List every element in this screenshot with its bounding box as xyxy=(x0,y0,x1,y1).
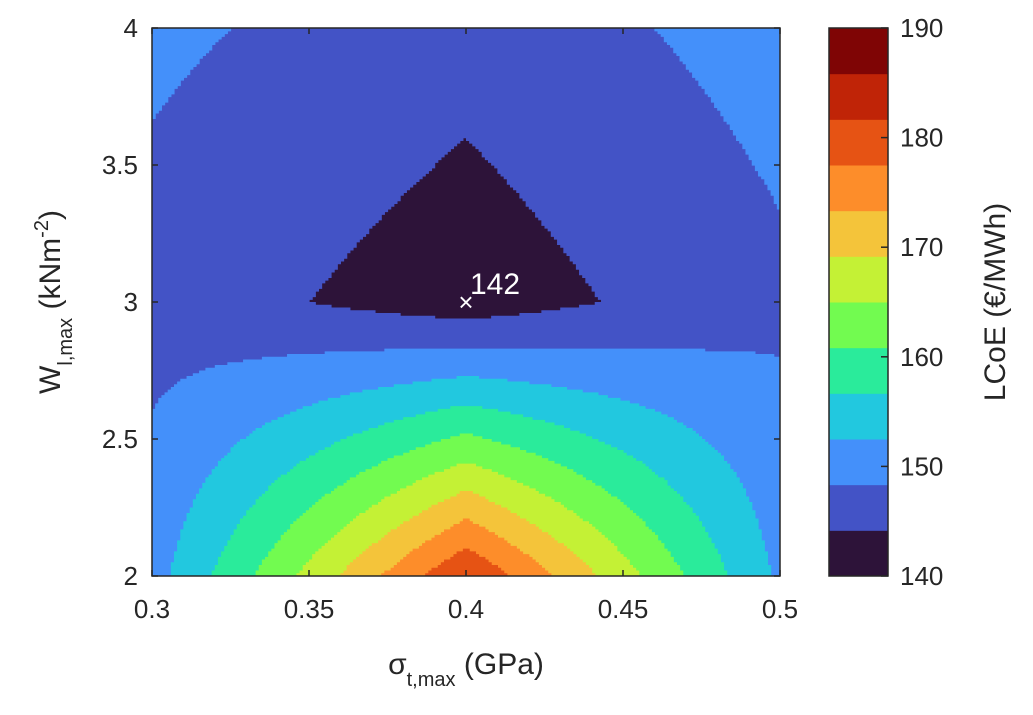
colorbar xyxy=(829,28,888,577)
colorbar-swatch xyxy=(829,439,888,486)
contour-band-165-170 xyxy=(255,433,684,576)
colorbar-swatch xyxy=(829,347,888,394)
y-tick-label: 3.5 xyxy=(102,150,138,180)
colorbar-label: LCoE (€/MWh) xyxy=(979,203,1012,401)
colorbar-swatch xyxy=(829,256,888,303)
y-tick-label: 2 xyxy=(124,561,138,591)
colorbar-tick-label: 160 xyxy=(900,342,943,372)
contour-band-175-180 xyxy=(340,491,596,576)
colorbar-tick-label: 170 xyxy=(900,232,943,262)
colorbar-swatch xyxy=(829,119,888,166)
contour-band-155-160 xyxy=(170,375,772,576)
contour-band-140-145 xyxy=(309,137,602,320)
contour-band-150-155 xyxy=(152,28,780,576)
marker-x-symbol: × xyxy=(458,287,473,317)
x-axis-label: σt,max (GPa) xyxy=(388,648,544,691)
colorbar-tick-label: 150 xyxy=(900,451,943,481)
marker-value-label: 142 xyxy=(470,268,520,301)
colorbar-swatch xyxy=(829,28,888,75)
y-tick-label: 3 xyxy=(124,287,138,317)
colorbar-tick-label: 180 xyxy=(900,123,943,153)
x-tick-label: 0.3 xyxy=(134,594,170,624)
x-axis-ticks: 0.3 0.35 0.4 0.45 0.5 xyxy=(134,28,798,624)
contour-band-185-190 xyxy=(425,548,508,576)
contour-fills xyxy=(152,28,780,576)
x-tick-label: 0.35 xyxy=(284,594,335,624)
contour-band-145-150 xyxy=(152,28,780,410)
y-tick-label: 2.5 xyxy=(102,424,138,454)
contour-band-160-165 xyxy=(211,406,728,576)
colorbar-ticks: 140 150 160 170 180 190 xyxy=(881,13,943,591)
colorbar-frame xyxy=(828,27,889,577)
colorbar-swatch xyxy=(829,302,888,349)
colorbar-swatch xyxy=(829,165,888,212)
colorbar-swatch xyxy=(829,393,888,440)
y-axis-label: Wl,max (kNm-2) xyxy=(31,210,77,394)
y-axis-ticks: 2 2.5 3 3.5 4 xyxy=(102,13,780,591)
x-tick-label: 0.5 xyxy=(762,594,798,624)
contour-band-180-185 xyxy=(381,518,552,576)
x-tick-label: 0.45 xyxy=(598,594,649,624)
colorbar-tick-label: 140 xyxy=(900,561,943,591)
minimum-marker: × 142 xyxy=(458,268,520,317)
contour-band-170-175 xyxy=(296,463,640,576)
colorbar-swatch xyxy=(829,73,888,120)
colorbar-swatch xyxy=(829,210,888,257)
colorbar-swatch xyxy=(829,530,888,577)
colorbar-tick-label: 190 xyxy=(900,13,943,43)
x-tick-label: 0.4 xyxy=(448,594,484,624)
y-tick-label: 4 xyxy=(124,13,138,43)
colorbar-swatch xyxy=(829,484,888,531)
